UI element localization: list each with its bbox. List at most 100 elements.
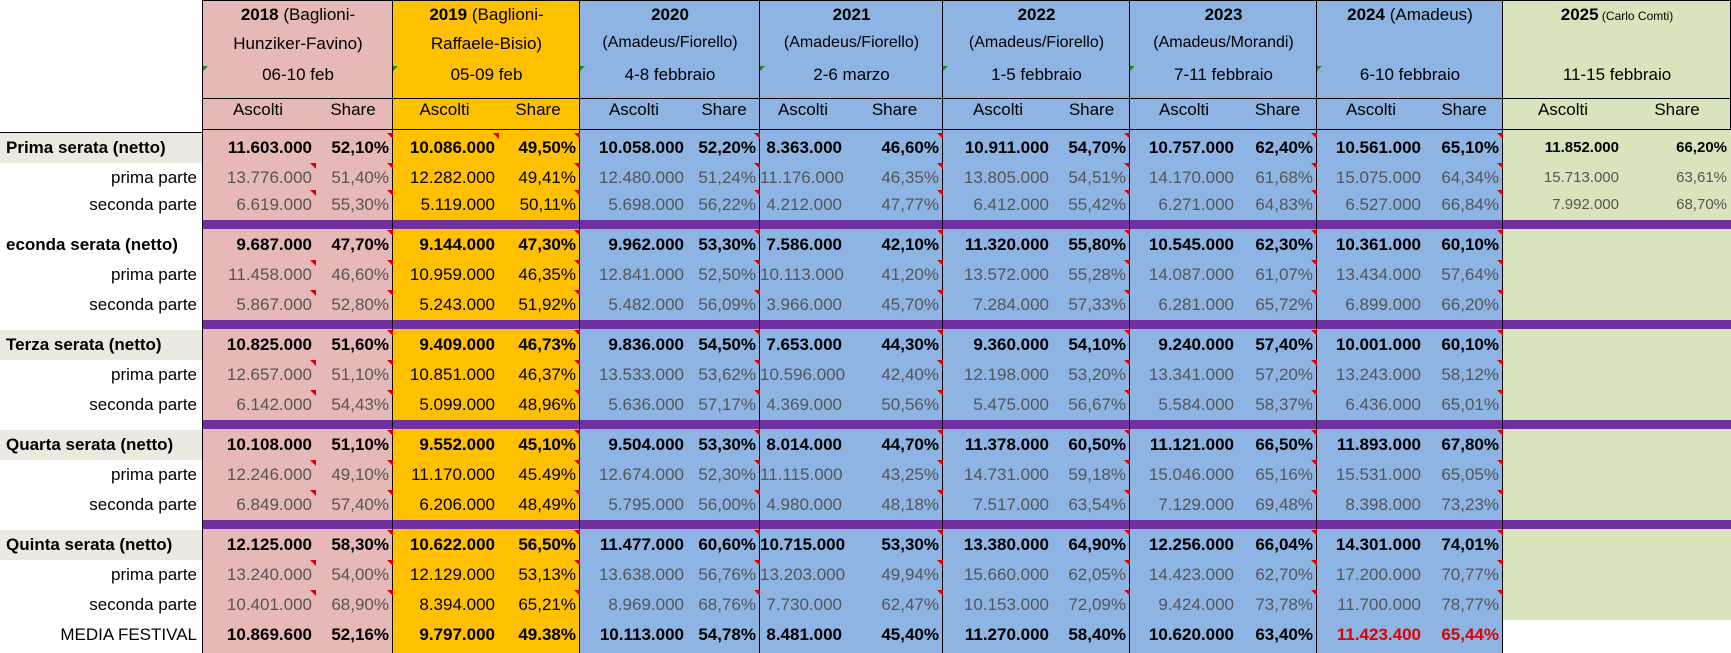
cell-share: 60,10% xyxy=(1425,330,1503,360)
row-label-bg xyxy=(0,133,203,163)
cell-share: 53,30% xyxy=(688,430,760,460)
festival-dates: 4-8 febbraio xyxy=(580,66,760,90)
cell-ascolti: 13.638.000 xyxy=(598,565,684,584)
year-hosts: (Baglioni- xyxy=(467,6,544,24)
cell-ascolti: 12.198.000 xyxy=(963,365,1049,384)
row-separator xyxy=(203,420,1731,429)
cell-ascolti: 13.380.000 xyxy=(963,535,1049,554)
cell-share: 52,80% xyxy=(316,290,393,320)
cell-ascolti: 8.481.000 xyxy=(766,625,842,644)
cell-share: 64,90% xyxy=(1053,530,1130,560)
cell-share: 70,77% xyxy=(1425,560,1503,590)
cell-share: 41,20% xyxy=(846,260,943,290)
cell-ascolti: 9.504.000 xyxy=(608,435,684,454)
cell-ascolti: 10.058.000 xyxy=(598,138,684,157)
cell-ascolti: 12.246.000 xyxy=(203,460,316,490)
cell-ascolti: 10.001.000 xyxy=(1335,335,1421,354)
header-top-border xyxy=(203,0,1731,1)
cell-ascolti: 9.687.000 xyxy=(236,235,312,254)
cell-ascolti: 15.046.000 xyxy=(1148,465,1234,484)
cell-share: 45,40% xyxy=(881,625,939,644)
cell-ascolti: 14.423.000 xyxy=(1148,565,1234,584)
cell-ascolti: 11.458.000 xyxy=(203,260,316,290)
cell-ascolti: 10.959.000 xyxy=(409,265,495,284)
cell-ascolti: 6.849.000 xyxy=(203,490,316,520)
cell-share: 61,68% xyxy=(1238,163,1317,193)
header-rule xyxy=(203,98,1731,99)
cell-share: 73,78% xyxy=(1238,590,1317,620)
cell-ascolti: 10.113.000 xyxy=(760,265,844,284)
cell-share: 66,50% xyxy=(1238,430,1317,460)
cell-share: 48,18% xyxy=(846,490,943,520)
cell-share: 46,35% xyxy=(499,260,580,290)
cell-share: 63,54% xyxy=(1053,490,1130,520)
cell-ascolti: 6.527.000 xyxy=(1345,195,1421,214)
cell-ascolti: 13.776.000 xyxy=(203,163,316,193)
cell-ascolti: 8.398.000 xyxy=(1345,495,1421,514)
cell-ascolti: 7.730.000 xyxy=(766,595,842,614)
cell-ascolti: 6.436.000 xyxy=(1345,395,1421,414)
cell-share: 65,16% xyxy=(1238,460,1317,490)
cell-share: 58,40% xyxy=(1068,625,1126,644)
cell-share: 68,76% xyxy=(688,590,760,620)
year-heading: 2023 xyxy=(1130,6,1317,28)
year-heading: 2022 xyxy=(943,6,1130,28)
cell-share: 58,12% xyxy=(1425,360,1503,390)
cell-share: 65,72% xyxy=(1238,290,1317,320)
cell-ascolti: 13.341.000 xyxy=(1148,365,1234,384)
row-label: seconda parte xyxy=(89,595,197,614)
column-divider xyxy=(202,0,203,653)
cell-ascolti: 17.200.000 xyxy=(1335,565,1421,584)
cell-share: 42,40% xyxy=(846,360,943,390)
festival-dates: 11-15 febbraio xyxy=(1562,66,1672,84)
year-heading: 2018 (Baglioni- xyxy=(203,6,393,28)
column-header-ascolti: Ascolti xyxy=(419,100,470,119)
cell-share: 73,23% xyxy=(1425,490,1503,520)
cell-share: 45.49% xyxy=(499,460,580,490)
column-header-ascolti: Ascolti xyxy=(608,100,660,119)
cell-ascolti: 11.115.000 xyxy=(760,465,843,484)
cell-ascolti: 6.281.000 xyxy=(1158,295,1234,314)
cell-ascolti: 3.966.000 xyxy=(766,295,842,314)
cell-share: 52,10% xyxy=(316,133,393,163)
year-heading: 2024 (Amadeus) xyxy=(1317,6,1503,28)
cell-ascolti: 7.284.000 xyxy=(973,295,1049,314)
cell-share: 68,90% xyxy=(316,590,393,620)
column-header-ascolti: Ascolti xyxy=(1345,100,1397,119)
cell-ascolti: 9.409.000 xyxy=(419,335,495,354)
cell-share: 69,48% xyxy=(1238,490,1317,520)
column-header-ascolti: Ascolti xyxy=(972,100,1024,119)
cell-ascolti: 11.852.000 xyxy=(1544,139,1619,156)
year-number: 2020 xyxy=(651,6,689,24)
cell-ascolti: 11.270.000 xyxy=(964,625,1049,644)
cell-share: 66,84% xyxy=(1425,190,1503,220)
cell-ascolti: 6.142.000 xyxy=(203,390,316,420)
year-heading: 2020 xyxy=(580,6,760,28)
cell-share: 49.38% xyxy=(518,625,576,644)
row-label-bg xyxy=(0,430,203,460)
cell-ascolti: 12.129.000 xyxy=(409,565,495,584)
row-label: prima parte xyxy=(111,168,197,187)
cell-ascolti: 10.851.000 xyxy=(409,365,495,384)
cell-ascolti: 10.561.000 xyxy=(1335,138,1421,157)
cell-share: 66,20% xyxy=(1425,290,1503,320)
festival-dates: 6-10 febbraio xyxy=(1317,66,1503,90)
cell-ascolti: 10.869.600 xyxy=(226,625,312,644)
cell-ascolti: 13.243.000 xyxy=(1335,365,1421,384)
column-header-share: Share xyxy=(1254,100,1301,119)
cell-ascolti: 11.121.000 xyxy=(1149,435,1234,454)
cell-ascolti: 15.075.000 xyxy=(1335,168,1421,187)
cell-share: 53,20% xyxy=(1053,360,1130,390)
cell-ascolti: 7.653.000 xyxy=(766,335,842,354)
cell-share: 60,50% xyxy=(1053,430,1130,460)
cell-ascolti: 13.533.000 xyxy=(598,365,684,384)
cell-ascolti: 12.657.000 xyxy=(203,360,316,390)
year-heading: 2019 (Baglioni- xyxy=(393,6,580,28)
cell-ascolti: 13.240.000 xyxy=(203,560,316,590)
year-heading: 2025 (Carlo Comti) xyxy=(1503,6,1731,28)
cell-share: 63,40% xyxy=(1255,625,1313,644)
row-label: Quarta serata (netto) xyxy=(6,435,174,454)
cell-share: 68,70% xyxy=(1676,196,1727,213)
row-separator xyxy=(203,320,1731,329)
cell-share: 72,09% xyxy=(1053,590,1130,620)
